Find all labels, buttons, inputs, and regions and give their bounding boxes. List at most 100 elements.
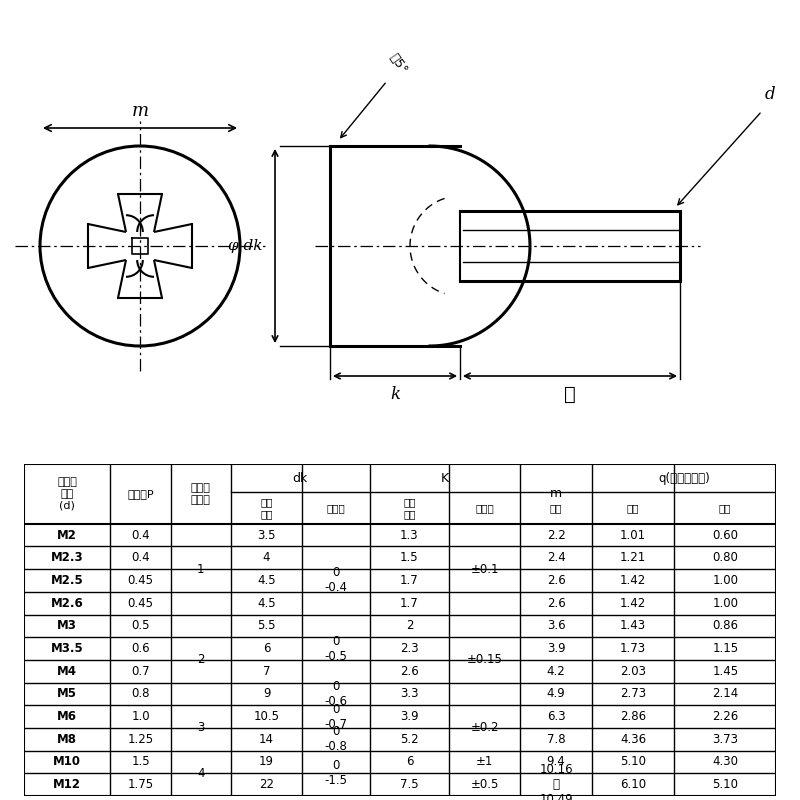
Text: 5.5: 5.5 (258, 619, 276, 632)
Text: 2.6: 2.6 (400, 665, 418, 678)
Text: 1.42: 1.42 (620, 597, 646, 610)
Text: 3.9: 3.9 (400, 710, 418, 723)
Text: M6: M6 (58, 710, 78, 723)
Text: 1.75: 1.75 (127, 778, 154, 791)
Text: d: d (765, 86, 775, 103)
Text: 2.3: 2.3 (400, 642, 418, 655)
Text: 0.5: 0.5 (131, 619, 150, 632)
Text: 0.60: 0.60 (712, 529, 738, 542)
Text: M3: M3 (58, 619, 77, 632)
Text: 2.03: 2.03 (620, 665, 646, 678)
Text: 十字穴
の番号: 十字穴 の番号 (190, 483, 210, 505)
Text: 4.36: 4.36 (620, 733, 646, 746)
Text: 1.00: 1.00 (712, 597, 738, 610)
Text: 1.42: 1.42 (620, 574, 646, 587)
Text: 0
-0.7: 0 -0.7 (325, 702, 347, 730)
Text: ±1: ±1 (476, 755, 494, 769)
Text: 2.73: 2.73 (620, 687, 646, 701)
Text: 1.3: 1.3 (400, 529, 418, 542)
Text: 0
-1.5: 0 -1.5 (325, 759, 347, 787)
Text: φ dk: φ dk (229, 239, 263, 253)
Text: 1.15: 1.15 (712, 642, 738, 655)
Text: ピッチP: ピッチP (127, 489, 154, 499)
Text: 4.5: 4.5 (258, 597, 276, 610)
Text: 許容差: 許容差 (326, 503, 346, 513)
Text: M3.5: M3.5 (51, 642, 84, 655)
Text: 約5°: 約5° (387, 50, 410, 76)
Text: 4.30: 4.30 (712, 755, 738, 769)
Text: 0.8: 0.8 (131, 687, 150, 701)
Text: 0.4: 0.4 (131, 551, 150, 564)
Text: 0.45: 0.45 (127, 574, 154, 587)
Text: 0.4: 0.4 (131, 529, 150, 542)
Text: 4: 4 (197, 767, 205, 780)
Text: 1.43: 1.43 (620, 619, 646, 632)
Text: 2.26: 2.26 (712, 710, 738, 723)
Text: 2: 2 (197, 654, 205, 666)
Text: 0.6: 0.6 (131, 642, 150, 655)
Text: 基準
寸法: 基準 寸法 (403, 497, 416, 518)
Text: 10.16
〜
10.49: 10.16 〜 10.49 (539, 763, 573, 800)
Text: 0.45: 0.45 (127, 597, 154, 610)
Text: K: K (441, 472, 449, 485)
Text: ℓ: ℓ (564, 386, 576, 404)
Text: ±0.2: ±0.2 (470, 722, 499, 734)
Text: 0
-0.6: 0 -0.6 (325, 680, 347, 708)
Text: dk: dk (293, 472, 308, 485)
Text: 4.9: 4.9 (546, 687, 566, 701)
Text: 3.6: 3.6 (546, 619, 566, 632)
Text: 19: 19 (259, 755, 274, 769)
Text: 0.86: 0.86 (712, 619, 738, 632)
Text: M5: M5 (58, 687, 78, 701)
Text: 1.0: 1.0 (131, 710, 150, 723)
Text: 1.5: 1.5 (400, 551, 418, 564)
Text: 0
-0.4: 0 -0.4 (325, 566, 347, 594)
Text: M4: M4 (58, 665, 78, 678)
Text: 3.3: 3.3 (400, 687, 418, 701)
Text: m: m (131, 102, 149, 120)
Text: 14: 14 (259, 733, 274, 746)
Text: M2.5: M2.5 (51, 574, 84, 587)
Text: M10: M10 (54, 755, 82, 769)
Text: 9: 9 (262, 687, 270, 701)
Text: 6.10: 6.10 (620, 778, 646, 791)
Text: 2.6: 2.6 (546, 574, 566, 587)
Text: 1.5: 1.5 (131, 755, 150, 769)
Text: 5.10: 5.10 (712, 778, 738, 791)
Text: 2.86: 2.86 (620, 710, 646, 723)
Text: M2: M2 (58, 529, 77, 542)
Text: 参考: 参考 (550, 503, 562, 513)
Text: m: m (550, 487, 562, 500)
Text: M8: M8 (58, 733, 78, 746)
Text: 3.73: 3.73 (712, 733, 738, 746)
Text: 1.45: 1.45 (712, 665, 738, 678)
Text: 最小: 最小 (719, 503, 731, 513)
Text: 1.7: 1.7 (400, 597, 418, 610)
Text: 7: 7 (262, 665, 270, 678)
Text: 0
-0.8: 0 -0.8 (325, 726, 347, 754)
Text: 7.5: 7.5 (400, 778, 418, 791)
Text: 9.4: 9.4 (546, 755, 566, 769)
Text: 2: 2 (406, 619, 413, 632)
Text: 4.2: 4.2 (546, 665, 566, 678)
Text: 許容差: 許容差 (475, 503, 494, 513)
Text: 0.7: 0.7 (131, 665, 150, 678)
Text: 4.5: 4.5 (258, 574, 276, 587)
Text: 2.4: 2.4 (546, 551, 566, 564)
Text: ねじの
呼び
(d): ねじの 呼び (d) (58, 478, 77, 510)
Text: M12: M12 (54, 778, 82, 791)
Text: M2.3: M2.3 (51, 551, 83, 564)
Text: 1.01: 1.01 (620, 529, 646, 542)
Text: 1.7: 1.7 (400, 574, 418, 587)
Text: 5.10: 5.10 (620, 755, 646, 769)
Text: 2.2: 2.2 (546, 529, 566, 542)
Text: 1.21: 1.21 (620, 551, 646, 564)
Text: ±0.15: ±0.15 (466, 654, 502, 666)
Text: k: k (390, 386, 400, 403)
Text: 3: 3 (197, 722, 205, 734)
Text: M2.6: M2.6 (51, 597, 84, 610)
Text: 10.5: 10.5 (254, 710, 279, 723)
Text: 2.14: 2.14 (712, 687, 738, 701)
Text: 最大: 最大 (627, 503, 639, 513)
Text: 基準
寸法: 基準 寸法 (260, 497, 273, 518)
